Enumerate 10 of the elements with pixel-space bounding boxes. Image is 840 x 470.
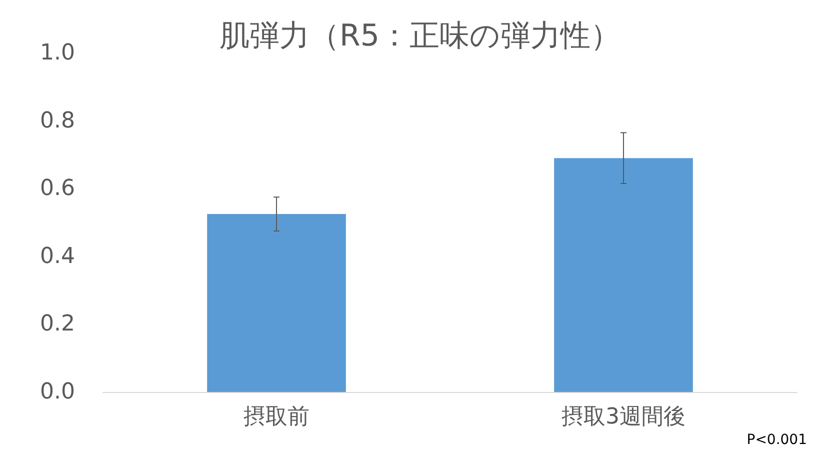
x-tick-label: 摂取前 [244, 404, 310, 430]
chart-title: 肌弾力（R5：正味の弾力性） [220, 18, 620, 54]
y-tick-label: 0.8 [40, 108, 75, 134]
y-tick-label: 0.2 [40, 312, 75, 337]
y-tick-label: 1.0 [40, 40, 75, 66]
x-tick-label: 摂取3週間後 [562, 404, 686, 430]
y-tick-label: 0.6 [40, 176, 75, 202]
y-tick-label: 0.0 [40, 380, 75, 404]
text: P<0.001 [746, 432, 808, 448]
y-tick-label: 0.4 [40, 244, 75, 269]
